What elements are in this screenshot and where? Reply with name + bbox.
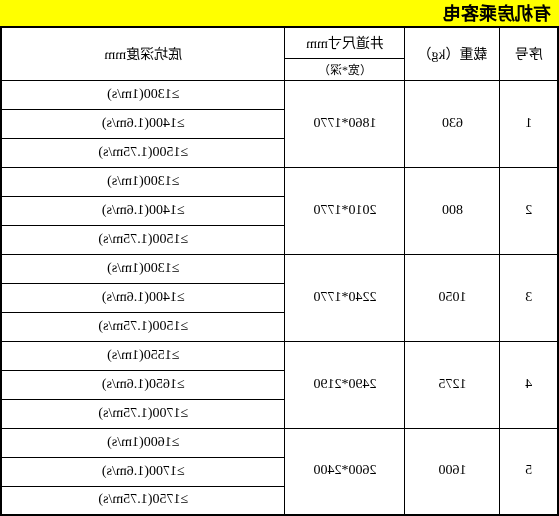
title-text: 有机房乘客电 (443, 0, 551, 26)
cell-depth: ≥1400(1.6m/s) (1, 196, 285, 225)
cell-depth: ≥1500(1.75m/s) (1, 312, 285, 341)
cell-depth: ≥1650(1.6m/s) (1, 370, 285, 399)
cell-seq: 3 (500, 254, 558, 341)
cell-shaft: 2490*2190 (285, 341, 405, 428)
spec-table: 序号 载重（kg） 井道尺寸mm 底坑深度mm （宽*深） 1 630 1860… (0, 28, 559, 516)
cell-shaft: 2010*1770 (285, 167, 405, 254)
cell-seq: 1 (500, 80, 558, 167)
cell-load: 800 (405, 167, 500, 254)
cell-seq: 5 (500, 428, 558, 515)
header-load: 载重（kg） (405, 28, 500, 80)
cell-load: 630 (405, 80, 500, 167)
title-bar: 有机房乘客电 (0, 0, 559, 28)
header-seq: 序号 (500, 28, 558, 80)
cell-depth: ≥1700(1.75m/s) (1, 399, 285, 428)
cell-seq: 2 (500, 167, 558, 254)
cell-depth: ≥1400(1.6m/s) (1, 109, 285, 138)
header-shaft-main: 井道尺寸mm (285, 28, 405, 58)
cell-shaft: 1860*1770 (285, 80, 405, 167)
cell-depth: ≥1400(1.6m/s) (1, 283, 285, 312)
header-shaft-sub: （宽*深） (285, 58, 405, 80)
cell-depth: ≥1700(1.6m/s) (1, 457, 285, 486)
cell-depth: ≥1500(1.75m/s) (1, 138, 285, 167)
cell-shaft: 2240*1770 (285, 254, 405, 341)
cell-depth: ≥1300(1m/s) (1, 254, 285, 283)
cell-depth: ≥1600(1m/s) (1, 428, 285, 457)
cell-load: 1600 (405, 428, 500, 515)
cell-depth: ≥1300(1m/s) (1, 80, 285, 109)
cell-load: 1275 (405, 341, 500, 428)
cell-depth: ≥1500(1.75m/s) (1, 225, 285, 254)
cell-load: 1050 (405, 254, 500, 341)
cell-depth: ≥1750(1.75m/s) (1, 486, 285, 515)
cell-seq: 4 (500, 341, 558, 428)
cell-shaft: 2600*2400 (285, 428, 405, 515)
cell-depth: ≥1300(1m/s) (1, 167, 285, 196)
header-depth: 底坑深度mm (1, 28, 285, 80)
cell-depth: ≥1550(1m/s) (1, 341, 285, 370)
